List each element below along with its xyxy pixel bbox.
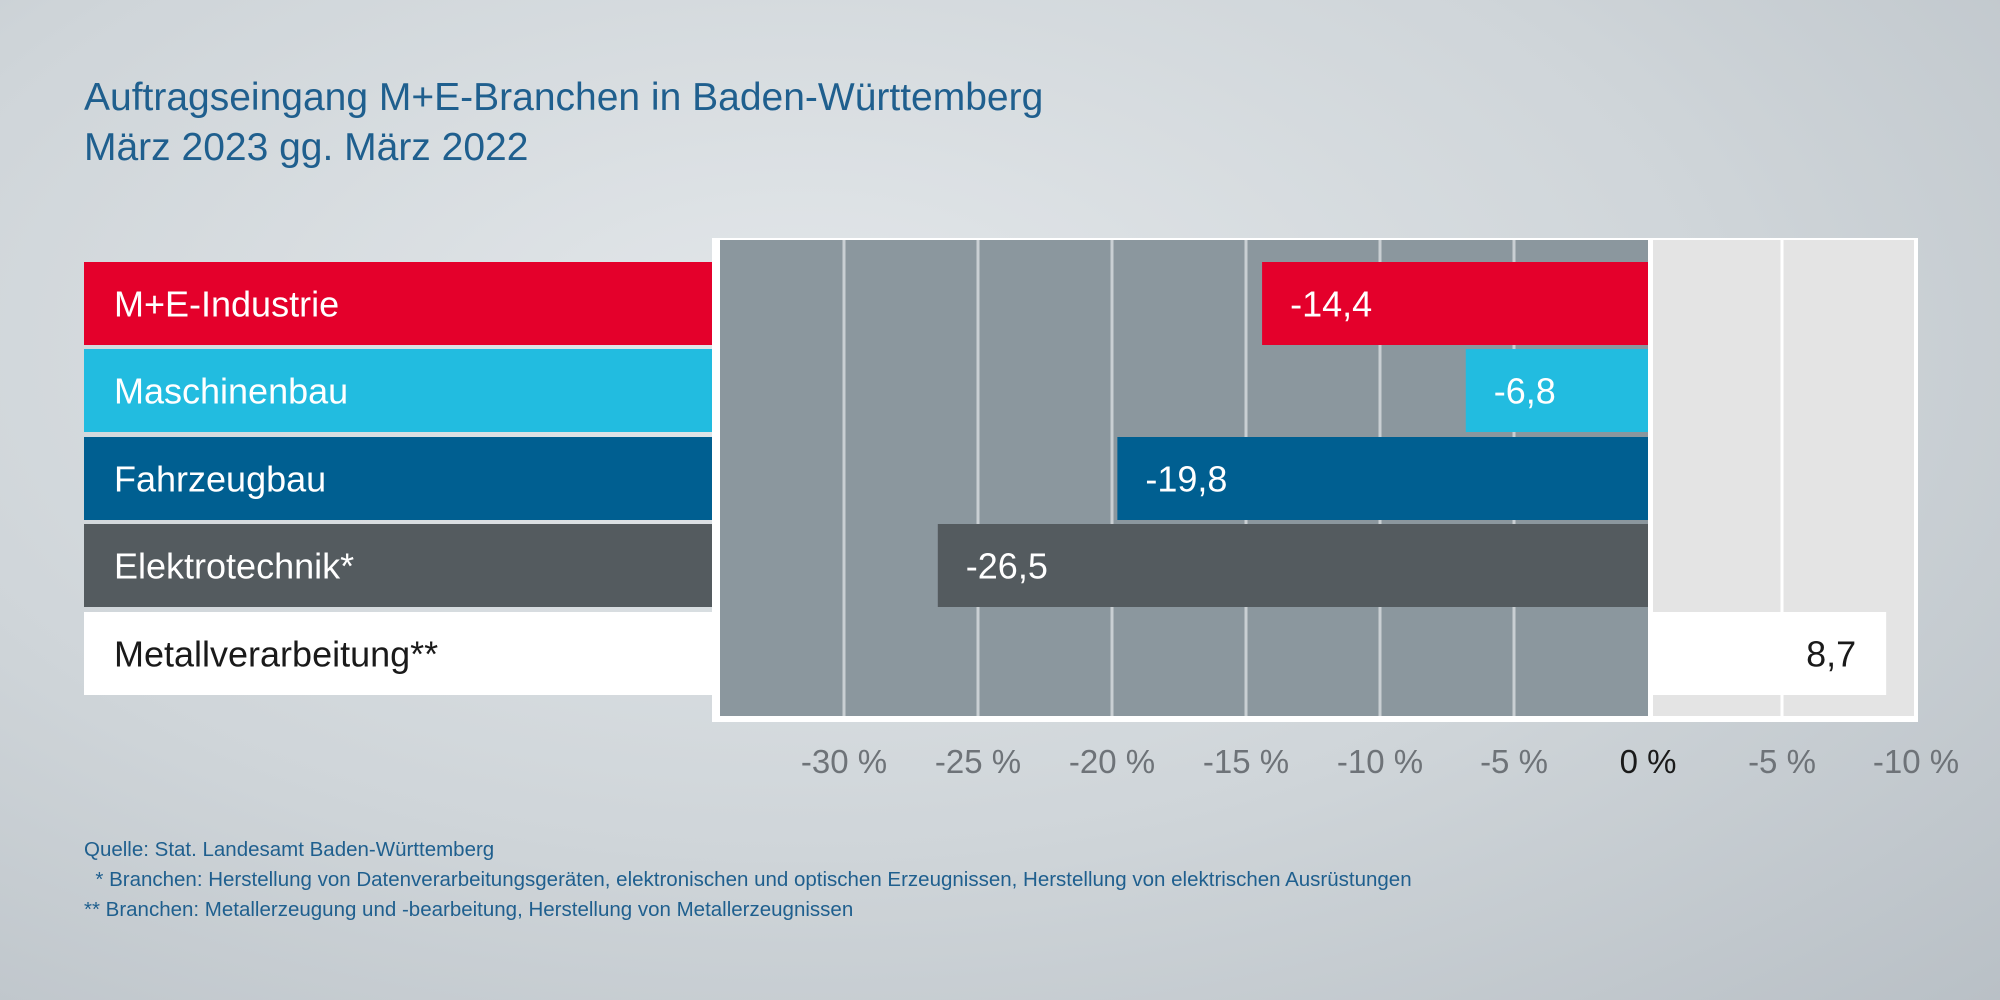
tick-label: -10 % [1337, 743, 1423, 780]
gridline [976, 240, 980, 716]
tick-label: -30 % [801, 743, 887, 780]
tick-label: -15 % [1203, 743, 1289, 780]
source-note: Quelle: Stat. Landesamt Baden-Württember… [84, 838, 495, 861]
gridline [1914, 240, 1918, 716]
category-label: Metallverarbeitung** [114, 634, 438, 675]
footnote-single-asterisk: * Branchen: Herstellung von Datenverarbe… [84, 868, 1412, 891]
value-label: -19,8 [1145, 459, 1227, 500]
value-label: -14,4 [1290, 284, 1372, 325]
category-box [84, 262, 712, 345]
tick-label: 0 % [1620, 743, 1677, 780]
tick-label: -5 % [1480, 743, 1548, 780]
value-label: -26,5 [966, 546, 1048, 587]
gridline [842, 240, 846, 716]
bar [1465, 349, 1648, 432]
value-label: 8,7 [1806, 634, 1856, 675]
zero-line [1648, 238, 1653, 722]
category-box [84, 612, 712, 695]
tick-label: -5 % [1748, 743, 1816, 780]
gridline [1110, 240, 1114, 716]
chart-title: Auftragseingang M+E-Branchen in Baden-Wü… [84, 76, 1044, 119]
category-label: M+E-Industrie [114, 284, 339, 325]
category-label: Fahrzeugbau [114, 459, 326, 500]
category-box [84, 524, 712, 607]
gridline [1780, 240, 1784, 716]
category-box [84, 437, 712, 520]
category-box [84, 349, 712, 432]
tick-label: -20 % [1069, 743, 1155, 780]
category-label: Elektrotechnik* [114, 546, 354, 587]
value-label: -6,8 [1494, 371, 1556, 412]
chart-subtitle: März 2023 gg. März 2022 [84, 126, 529, 169]
bar [1653, 612, 1887, 695]
bar [1117, 437, 1648, 520]
tick-label: -10 % [1873, 743, 1959, 780]
bar [937, 524, 1648, 607]
bar [1262, 262, 1648, 345]
tick-label: -25 % [935, 743, 1021, 780]
footnote-double-asterisk: ** Branchen: Metallerzeugung und -bearbe… [84, 898, 854, 921]
category-label: Maschinenbau [114, 371, 348, 412]
